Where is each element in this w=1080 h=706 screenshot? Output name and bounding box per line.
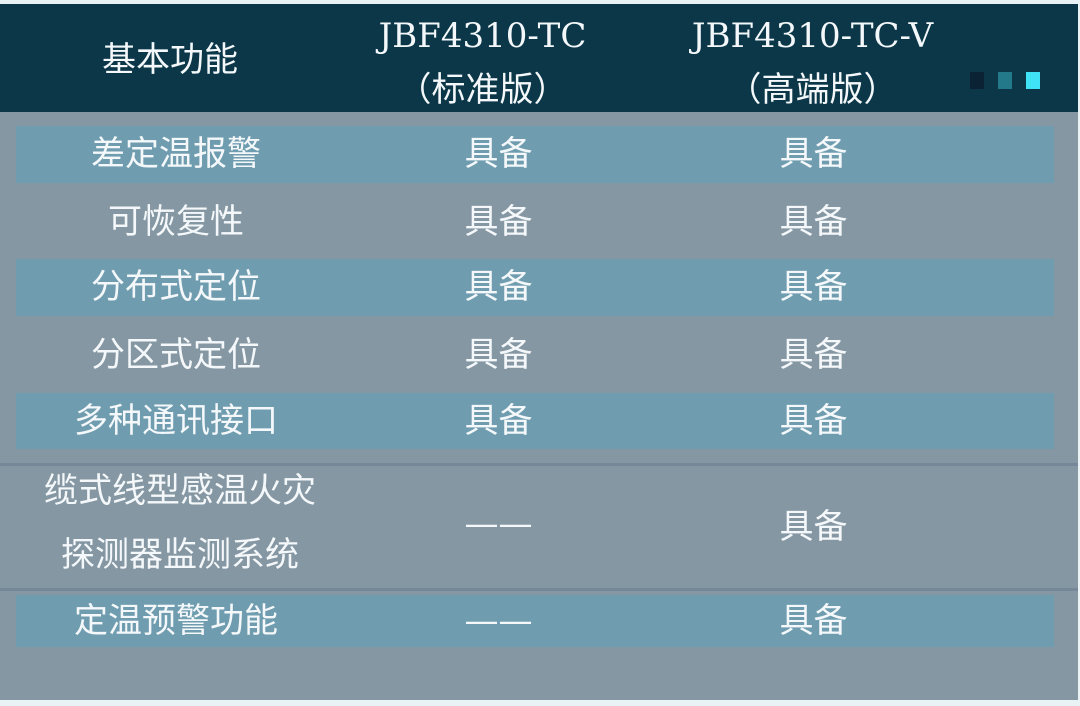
header-standard-edition: （标准版） xyxy=(397,70,568,110)
standard-cell: 具备 xyxy=(464,335,533,375)
table-row: 多种通讯接口 具备 具备 xyxy=(16,393,1054,449)
table-row: 差定温报警 具备 具备 xyxy=(16,126,1054,183)
standard-cell: 具备 xyxy=(464,267,533,307)
table-panel xyxy=(0,4,1078,700)
premium-cell: 具备 xyxy=(779,267,848,307)
feature-cell: 定温预警功能 xyxy=(74,601,278,641)
feature-cell: 分区式定位 xyxy=(91,335,261,375)
feature-cell: 多种通讯接口 xyxy=(74,401,278,441)
feature-cell: 差定温报警 xyxy=(91,134,261,174)
standard-cell: 具备 xyxy=(464,401,533,441)
premium-cell: 具备 xyxy=(779,601,848,641)
standard-cell: —— xyxy=(464,504,533,544)
table-header: 基本功能 JBF4310-TC （标准版） JBF4310-TC-V （高端版） xyxy=(0,4,1078,112)
premium-cell: 具备 xyxy=(779,335,848,375)
table-row: 分布式定位 具备 具备 xyxy=(16,259,1054,316)
indicator-square-mid xyxy=(998,72,1012,89)
standard-cell: —— xyxy=(464,601,533,641)
header-standard-model: JBF4310-TC xyxy=(378,16,587,56)
premium-cell: 具备 xyxy=(779,507,848,547)
feature-cell-line1: 缆式线型感温火灾 xyxy=(44,471,316,511)
indicator-square-dark xyxy=(970,72,984,89)
table-row: 缆式线型感温火灾 探测器监测系统 —— 具备 xyxy=(16,466,1054,588)
table-row: 可恢复性 具备 具备 xyxy=(16,192,1054,252)
premium-cell: 具备 xyxy=(779,401,848,441)
row-divider xyxy=(0,463,1078,466)
header-premium-edition: （高端版） xyxy=(727,70,898,110)
standard-cell: 具备 xyxy=(464,134,533,174)
premium-cell: 具备 xyxy=(779,134,848,174)
premium-cell: 具备 xyxy=(779,202,848,242)
table-row: 分区式定位 具备 具备 xyxy=(16,325,1054,385)
row-divider xyxy=(0,588,1078,591)
indicator-square-bright xyxy=(1026,72,1040,89)
feature-cell: 分布式定位 xyxy=(91,267,261,307)
feature-cell-line2: 探测器监测系统 xyxy=(61,535,299,575)
standard-cell: 具备 xyxy=(464,202,533,242)
feature-cell: 可恢复性 xyxy=(108,202,244,242)
table-row: 定温预警功能 —— 具备 xyxy=(16,595,1054,647)
header-premium-model: JBF4310-TC-V xyxy=(691,16,934,56)
header-basic-function: 基本功能 xyxy=(102,40,238,80)
